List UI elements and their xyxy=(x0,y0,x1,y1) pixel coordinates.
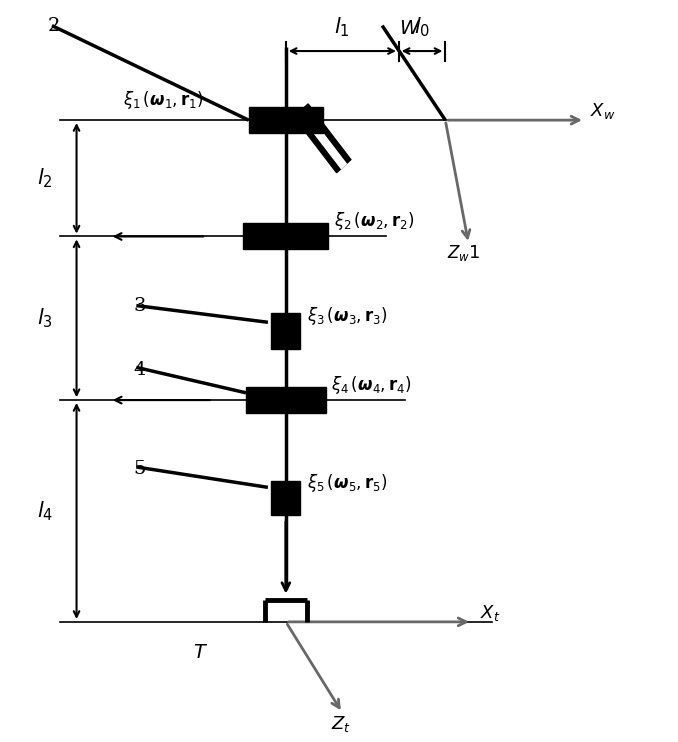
Text: $l_1$: $l_1$ xyxy=(334,16,350,39)
Text: $\xi_2$$\,(\boldsymbol{\omega}_2,\mathbf{r}_2)$: $\xi_2$$\,(\boldsymbol{\omega}_2,\mathbf… xyxy=(334,210,414,232)
Text: 4: 4 xyxy=(133,361,145,378)
Text: $l_4$: $l_4$ xyxy=(37,499,53,523)
Bar xyxy=(246,387,325,413)
Text: $X_w$: $X_w$ xyxy=(590,102,616,122)
Text: 3: 3 xyxy=(133,297,146,315)
Bar xyxy=(249,107,323,133)
Bar xyxy=(271,312,300,349)
Text: 2: 2 xyxy=(48,16,60,35)
Polygon shape xyxy=(294,104,351,173)
Text: $\xi_5$$\,(\boldsymbol{\omega}_5,\mathbf{r}_5)$: $\xi_5$$\,(\boldsymbol{\omega}_5,\mathbf… xyxy=(307,472,388,494)
Text: $Z_t$: $Z_t$ xyxy=(331,715,351,735)
Text: 1: 1 xyxy=(468,244,480,262)
Text: $\xi_3$$\,(\boldsymbol{\omega}_3,\mathbf{r}_3)$: $\xi_3$$\,(\boldsymbol{\omega}_3,\mathbf… xyxy=(307,305,388,326)
Bar xyxy=(243,223,328,249)
Text: $l_0$: $l_0$ xyxy=(414,16,430,39)
Text: 5: 5 xyxy=(133,460,145,479)
Text: $X_t$: $X_t$ xyxy=(480,603,500,623)
Text: $l_2$: $l_2$ xyxy=(37,166,52,190)
Bar xyxy=(271,482,300,515)
Text: $l_3$: $l_3$ xyxy=(37,306,53,330)
Text: $T$: $T$ xyxy=(193,644,208,662)
Text: $\xi_4$$\,(\boldsymbol{\omega}_4,\mathbf{r}_4)$: $\xi_4$$\,(\boldsymbol{\omega}_4,\mathbf… xyxy=(331,374,412,395)
Polygon shape xyxy=(298,108,346,168)
Text: $\xi_1$$\,(\boldsymbol{\omega}_1,\mathbf{r}_1)$: $\xi_1$$\,(\boldsymbol{\omega}_1,\mathbf… xyxy=(123,89,204,111)
Text: $W$: $W$ xyxy=(399,20,420,39)
Text: $Z_w$: $Z_w$ xyxy=(447,243,470,263)
